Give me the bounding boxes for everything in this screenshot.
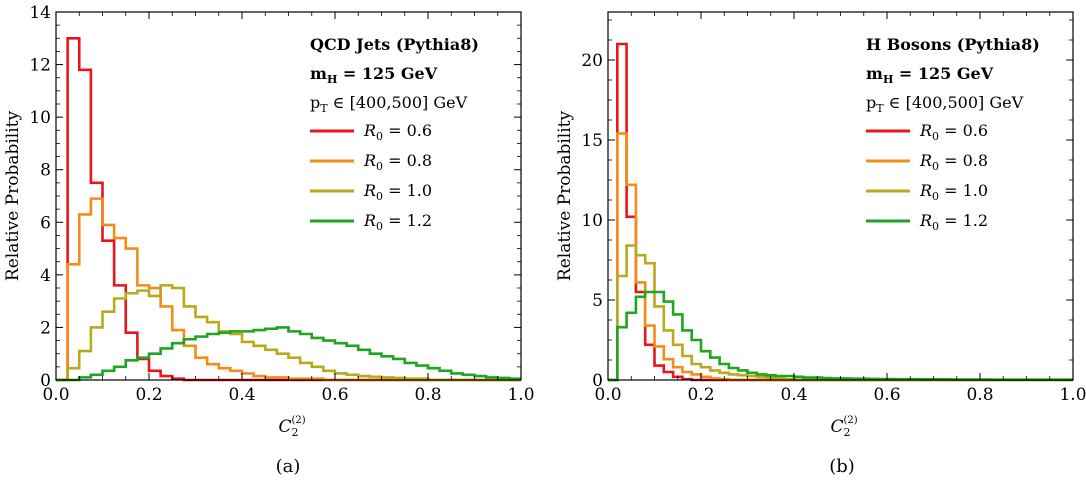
y-tick-label: 2 [40, 318, 51, 338]
y-tick-label: 0 [40, 371, 51, 391]
legend-entry-value: = 1.2 [383, 211, 432, 230]
legend-entry: R0 = 1.2 [919, 211, 988, 233]
x-tick-label: 0.0 [594, 385, 621, 405]
legend-entry-name: R [363, 181, 376, 200]
x-tick-label: 0.2 [687, 385, 714, 405]
legend-entry-name: R [363, 121, 376, 140]
y-tick-label: 10 [581, 211, 603, 231]
x-axis-label: C2(2) [279, 415, 306, 439]
y-tick-label: 5 [592, 291, 603, 311]
series-line-3 [608, 244, 1073, 382]
legend-mass: mH = 125 GeV [310, 64, 438, 86]
legend-entry-value: = 0.6 [939, 121, 988, 140]
x-tick-label: 0.8 [966, 385, 993, 405]
x-tick-label: 0.6 [873, 385, 900, 405]
series-line-2 [608, 132, 1073, 382]
legend-pt-p: p [310, 93, 320, 112]
panel-caption: (a) [276, 456, 301, 477]
y-tick-label: 15 [581, 131, 603, 151]
legend-mass-sub: H [327, 73, 337, 86]
x-tick-label: 0.4 [228, 385, 255, 405]
y-axis-label: Relative Probability [3, 110, 23, 281]
legend-entry: R0 = 0.8 [363, 151, 432, 173]
legend-pt-sub: T [320, 102, 328, 115]
y-tick-label: 6 [40, 213, 51, 233]
legend-entry: R0 = 0.6 [363, 121, 432, 143]
legend-entry-name: R [919, 121, 932, 140]
legend-entry-name: R [919, 151, 932, 170]
x-axis-label-sup: (2) [292, 415, 306, 426]
y-tick-label: 4 [40, 266, 51, 286]
y-tick-label: 8 [40, 161, 51, 181]
legend-entry-value: = 1.2 [939, 211, 988, 230]
y-axis-label: Relative Probability [555, 110, 575, 281]
series-line-4 [56, 326, 521, 382]
x-tick-label: 1.0 [507, 385, 534, 405]
y-tick-label: 10 [29, 108, 51, 128]
y-tick-label: 12 [29, 56, 51, 76]
legend-entry-value: = 1.0 [383, 181, 432, 200]
legend-entry-sub: 0 [376, 160, 383, 173]
legend-pt: pT ∈ [400,500] GeV [866, 93, 1024, 115]
y-tick-label: 0 [592, 371, 603, 391]
plot-frame [607, 11, 1074, 381]
legend-entry: R0 = 0.8 [919, 151, 988, 173]
legend-pt-sub: T [876, 102, 884, 115]
x-tick-label: 0.4 [780, 385, 807, 405]
x-axis-label: C2(2) [831, 415, 858, 439]
legend-entry: R0 = 1.0 [919, 181, 988, 203]
legend-entry-name: R [363, 151, 376, 170]
x-axis-label-sub: 2 [292, 426, 299, 439]
legend-entry-name: R [363, 211, 376, 230]
legend-entry-sub: 0 [932, 130, 939, 143]
legend-entry-sub: 0 [932, 190, 939, 203]
legend-entry-name: R [919, 211, 932, 230]
legend-title: H Bosons (Pythia8) [866, 35, 1040, 54]
x-tick-label: 0.8 [414, 385, 441, 405]
legend-pt-range: ∈ [400,500] GeV [328, 93, 468, 112]
legend-entry-sub: 0 [932, 220, 939, 233]
x-tick-label: 0.6 [321, 385, 348, 405]
chart-panel-1: 0.0 0.2 0.4 0.6 0.8 1.0 0 2 4 6 8 10 12 14 Relative Pr… [3, 3, 535, 477]
x-axis-label-sup: (2) [844, 415, 858, 426]
legend-mass-m: m [310, 64, 327, 83]
legend-entry-value: = 0.6 [383, 121, 432, 140]
y-tick-label: 14 [29, 3, 51, 23]
legend-pt-range: ∈ [400,500] GeV [884, 93, 1024, 112]
legend-mass-m: m [866, 64, 883, 83]
legend-entry-sub: 0 [376, 220, 383, 233]
legend-mass-sub: H [883, 73, 893, 86]
legend-mass-value: = 125 GeV [337, 64, 437, 83]
legend-mass: mH = 125 GeV [866, 64, 994, 86]
legend-entry-name: R [919, 181, 932, 200]
legend-pt-p: p [866, 93, 876, 112]
x-axis-label-main: C [279, 417, 292, 437]
legend-entry: R0 = 1.0 [363, 181, 432, 203]
legend-mass-value: = 125 GeV [893, 64, 993, 83]
x-tick-label: 1.0 [1059, 385, 1086, 405]
legend-title: QCD Jets (Pythia8) [310, 35, 479, 54]
legend-entry-sub: 0 [376, 190, 383, 203]
panel-caption: (b) [829, 456, 855, 477]
legend-entry-value: = 1.0 [939, 181, 988, 200]
legend-pt: pT ∈ [400,500] GeV [310, 93, 468, 115]
legend-entry: R0 = 0.6 [919, 121, 988, 143]
legend-entry-value: = 0.8 [939, 151, 988, 170]
x-tick-label: 0.2 [135, 385, 162, 405]
x-axis-label-main: C [831, 417, 844, 437]
legend-entry-sub: 0 [932, 160, 939, 173]
legend-entry: R0 = 1.2 [363, 211, 432, 233]
y-tick-label: 20 [581, 51, 603, 71]
legend-entry-value: = 0.8 [383, 151, 432, 170]
x-tick-label: 0.0 [42, 385, 69, 405]
legend-entry-sub: 0 [376, 130, 383, 143]
x-axis-label-sub: 2 [844, 426, 851, 439]
